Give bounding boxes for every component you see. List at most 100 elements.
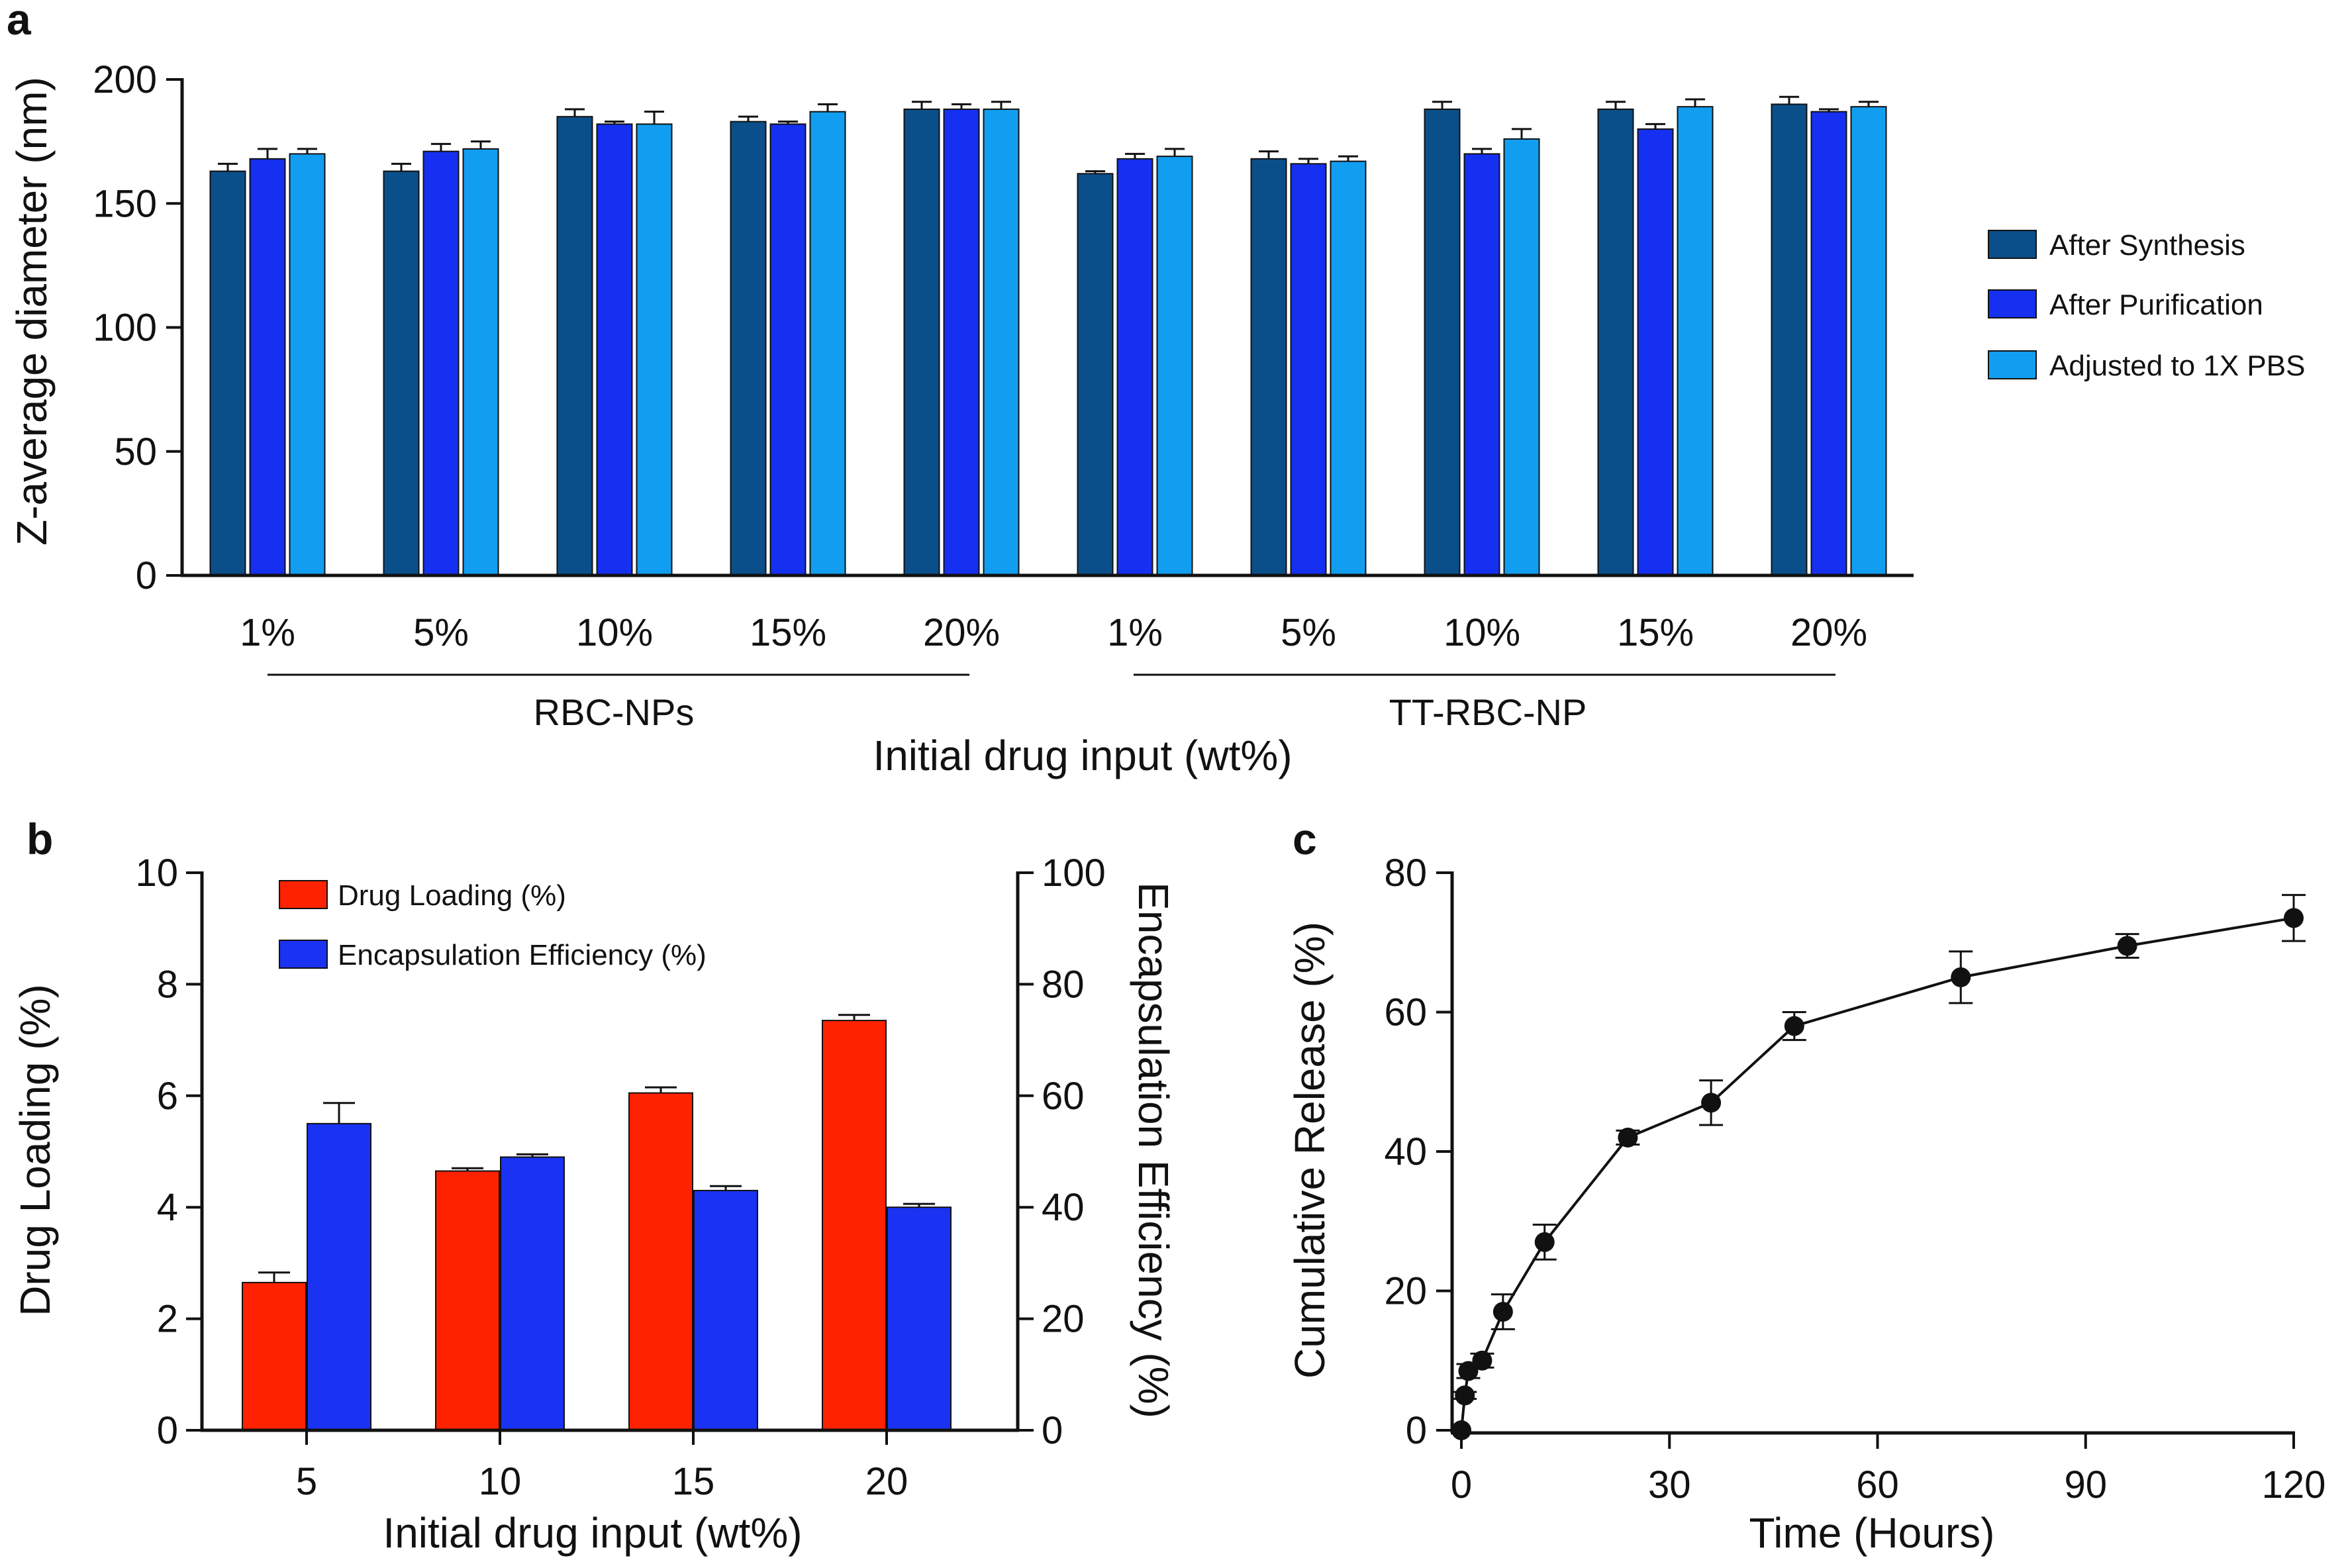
y-tick-label-3: 150 [93, 182, 157, 225]
x-tick-label-5: 1% [1107, 611, 1163, 654]
bar-after_purification-8 [1637, 128, 1674, 576]
left-y-tick-label-2: 4 [157, 1186, 178, 1229]
panel-c-x-tick-labels: 0 30 60 90 120 [1451, 1463, 2326, 1506]
bar-after_synthesis-3 [730, 121, 767, 577]
right-y-tick-label-4: 80 [1042, 963, 1085, 1006]
right-y-tick-label-3: 60 [1042, 1075, 1085, 1118]
right-y-tick-label-2: 40 [1042, 1186, 1085, 1229]
bar-after_synthesis-5 [1077, 173, 1114, 576]
panel-c: c 0 20 40 60 80 0 30 60 90 120 Time (Hours) Cumu… [1286, 814, 2325, 1557]
y-tick-label-2: 100 [93, 307, 157, 350]
x-tick-label-4: 20% [923, 611, 1000, 654]
bar-after_synthesis-1 [383, 170, 420, 576]
left-y-tick-label-1: 2 [157, 1298, 178, 1341]
bar-after_purification-5 [1116, 158, 1153, 576]
panel-a-letter: a [7, 0, 32, 44]
legend-label-encapsulation-efficiency: Encapsulation Efficiency (%) [338, 939, 707, 971]
legend-label-adjusted-pbs: Adjusted to 1X PBS [2049, 350, 2305, 382]
data-point-10 [2117, 936, 2137, 956]
bar-after_synthesis-7 [1424, 108, 1461, 576]
panel-b-x-tick-labels: 5 10 15 20 [296, 1460, 908, 1503]
bar-after_purification-3 [769, 123, 807, 577]
panel-b: b 0 2 4 6 8 10 0 20 40 60 80 100 5 10 15 20 Initial d… [11, 814, 1177, 1557]
x-tick-label-3: 20 [865, 1460, 908, 1503]
x-tick-label-8: 15% [1617, 611, 1694, 654]
bar-drug_loading-0 [242, 1281, 307, 1431]
left-y-tick-label-0: 0 [157, 1409, 178, 1452]
left-y-tick-label-5: 10 [135, 852, 178, 895]
bar-adjusted_pbs-1 [462, 148, 499, 577]
panel-c-x-axis-title: Time (Hours) [1749, 1509, 1995, 1557]
x-tick-label-1: 5% [413, 611, 469, 654]
x-tick-label-3: 90 [2064, 1463, 2107, 1506]
legend-swatch-after-synthesis [1988, 230, 2037, 259]
x-tick-label-4: 120 [2262, 1463, 2326, 1506]
bar-after_synthesis-6 [1250, 158, 1287, 576]
bar-adjusted_pbs-0 [289, 153, 326, 577]
data-point-0 [1451, 1420, 1471, 1440]
bar-after_purification-1 [422, 150, 460, 577]
panel-a-axes [166, 78, 1914, 577]
group-label-tt-rbc-np: TT-RBC-NP [1389, 691, 1587, 733]
bar-after_synthesis-2 [556, 116, 593, 577]
y-tick-label-4: 200 [93, 58, 157, 101]
panel-b-axes [186, 871, 1034, 1445]
x-tick-label-2: 15 [672, 1460, 715, 1503]
panel-a-x-tick-labels: 1% 5% 10% 15% 20% 1% 5% 10% 15% 20% [240, 611, 1867, 654]
panel-c-y-axis-title: Cumulative Release (%) [1286, 922, 1334, 1379]
left-y-tick-label-4: 8 [157, 963, 178, 1006]
x-tick-label-2: 60 [1856, 1463, 1899, 1506]
release-curve-line [1460, 916, 2294, 1431]
panel-b-x-axis-title: Initial drug input (wt%) [383, 1509, 802, 1557]
panel-a-x-axis-title: Initial drug input (wt%) [873, 732, 1292, 779]
bar-adjusted_pbs-6 [1330, 160, 1367, 576]
y-tick-label-1: 50 [114, 430, 157, 473]
group-label-rbc-nps: RBC-NPs [534, 691, 695, 733]
x-tick-label-2: 10% [576, 611, 653, 654]
bar-encapsulation_efficiency-1 [500, 1156, 565, 1432]
x-tick-label-7: 10% [1443, 611, 1520, 654]
data-point-3 [1472, 1350, 1492, 1371]
panel-c-letter: c [1293, 814, 1317, 863]
bar-adjusted_pbs-7 [1503, 138, 1540, 576]
bar-after_purification-7 [1463, 153, 1500, 577]
bar-drug_loading-3 [822, 1020, 887, 1431]
legend-label-drug-loading: Drug Loading (%) [338, 879, 566, 912]
data-point-2 [1458, 1361, 1479, 1381]
data-point-5 [1534, 1232, 1555, 1252]
y-tick-label-0: 0 [1406, 1409, 1427, 1452]
bar-encapsulation_efficiency-3 [887, 1206, 952, 1431]
right-y-tick-label-5: 100 [1042, 852, 1106, 895]
x-tick-label-0: 1% [240, 611, 295, 654]
y-tick-label-0: 0 [136, 554, 157, 597]
panel-b-right-y-tick-labels: 0 20 40 60 80 100 [1042, 852, 1106, 1452]
legend-swatch-encapsulation-efficiency [279, 940, 328, 969]
panel-a-y-axis-title: Z-average diameter (nm) [8, 77, 56, 546]
panel-c-series [1451, 894, 2306, 1440]
bar-after_purification-0 [249, 158, 286, 576]
data-point-8 [1784, 1016, 1804, 1036]
data-point-1 [1455, 1385, 1475, 1406]
bar-adjusted_pbs-8 [1677, 106, 1714, 576]
bar-encapsulation_efficiency-2 [693, 1189, 758, 1431]
legend-swatch-after-purification [1988, 289, 2037, 318]
bar-after_purification-6 [1290, 163, 1327, 576]
bar-after_synthesis-4 [903, 108, 940, 576]
bar-adjusted_pbs-9 [1850, 106, 1887, 576]
bar-drug_loading-2 [628, 1092, 693, 1431]
left-y-tick-label-3: 6 [157, 1075, 178, 1118]
bar-adjusted_pbs-5 [1156, 156, 1193, 577]
panel-c-axes [1436, 871, 2295, 1449]
legend-label-after-purification: After Purification [2049, 289, 2263, 321]
panel-a: a 0 50 100 150 200 1% 5% 10% 15% 20% 1% 5% 10% 15% 20… [7, 0, 2305, 779]
x-tick-label-1: 10 [479, 1460, 522, 1503]
bar-after_synthesis-8 [1597, 108, 1634, 576]
panel-a-bars [209, 95, 1887, 577]
bar-after_purification-2 [596, 123, 633, 577]
x-tick-label-1: 30 [1648, 1463, 1691, 1506]
y-tick-label-3: 60 [1384, 991, 1427, 1034]
y-tick-label-1: 20 [1384, 1270, 1427, 1313]
x-tick-label-0: 0 [1451, 1463, 1472, 1506]
bar-after_purification-4 [943, 108, 980, 576]
